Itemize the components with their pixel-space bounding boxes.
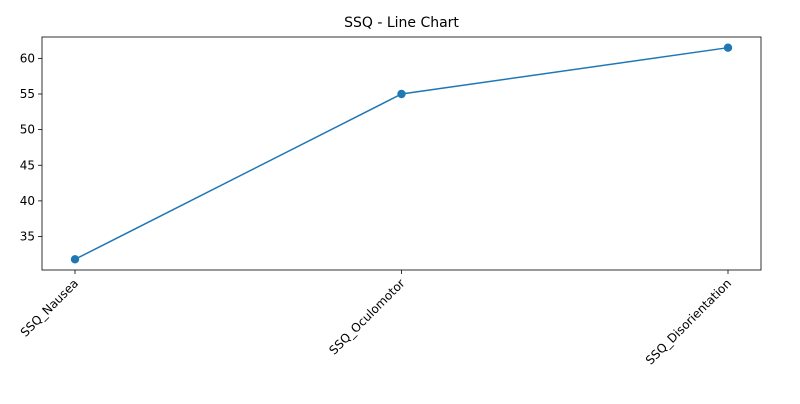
x-tick-label: SSQ_Nausea [18,276,81,339]
x-tick-label: SSQ_Disorientation [643,276,734,367]
y-tick-label: 50 [20,123,35,137]
series-line [74,46,729,260]
y-tick-label: 40 [20,194,35,208]
y-tick-label: 45 [20,158,35,172]
x-tick-label: SSQ_Oculomotor [326,276,407,357]
y-tick-label: 60 [20,51,35,65]
plot-frame [41,36,762,271]
chart-title: SSQ - Line Chart [344,15,459,31]
data-point [397,89,406,99]
data-point [70,255,80,264]
y-tick-label: 55 [20,87,35,101]
y-tick-label: 35 [20,230,35,244]
data-point [723,43,733,52]
